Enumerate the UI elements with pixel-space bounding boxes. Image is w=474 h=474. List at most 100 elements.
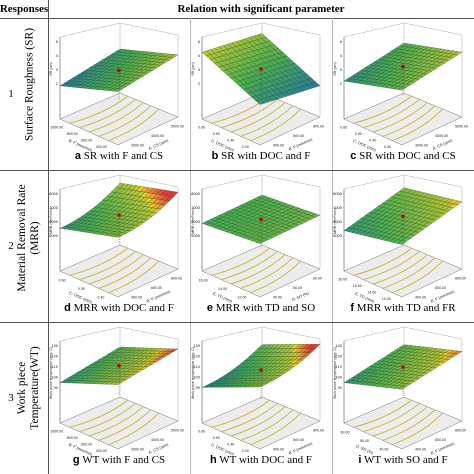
y-tick-label: 600.00 [435, 286, 446, 290]
caption-h: h WT with DOC and F [190, 454, 332, 466]
caption-letter: f [350, 302, 355, 314]
x-tick-label: 0.50 [78, 287, 85, 291]
contour-line [230, 254, 286, 285]
surface-facet [169, 54, 179, 58]
contour-line [250, 108, 301, 141]
z-axis-label: Work piece temperature (deg. C) [191, 347, 195, 399]
z-tick-label: 110 [336, 364, 343, 369]
z-tick-label: 4 [340, 53, 343, 58]
top-edge-line [59, 22, 121, 38]
contour-line [363, 251, 420, 281]
x-tick-label: 60.00 [341, 430, 350, 434]
y-tick-label: 5000.00 [455, 125, 468, 129]
z-axis-label: Work piece temperature (deg. C) [333, 347, 337, 399]
top-edge-line [403, 22, 463, 36]
caption-text: MRR with DOC and F [73, 302, 174, 314]
y-tick-label: 800.00 [171, 277, 182, 281]
z-axis-label: MRR (mm³/min) [333, 208, 337, 234]
x-tick-label: 0.30 [384, 145, 391, 149]
caption-letter: g [72, 454, 80, 466]
top-edge-line [261, 22, 321, 36]
z-tick-label: 8000 [333, 191, 343, 196]
caption-c: c SR with DOC and CS [332, 150, 474, 162]
contour-line [392, 108, 443, 141]
top-edge-line [343, 22, 405, 38]
caption-letter: b [211, 150, 219, 162]
contour-line [372, 102, 428, 133]
caption-g: g WT with F and CS [48, 454, 190, 466]
surface-facet [311, 344, 321, 349]
y-tick-label: 400.00 [273, 143, 284, 147]
column-divider [48, 0, 49, 474]
contour-line [240, 105, 294, 137]
z-tick-label: 5000 [333, 233, 343, 238]
contour-line [211, 399, 270, 428]
z-tick-label: 7000 [191, 205, 201, 210]
y-tick-label: 400.00 [131, 295, 142, 299]
contour-line [108, 260, 159, 293]
z-tick-label: 5000 [191, 233, 201, 238]
x-tick-label: 16.00 [199, 278, 208, 282]
z-axis-label: SR (µm) [49, 62, 53, 75]
caption-a: a SR with F and CS [48, 150, 190, 162]
z-tick-label: 7000 [333, 205, 343, 210]
caption-letter: c [350, 150, 357, 162]
x-tick-label: 12.00 [382, 297, 391, 301]
top-edge-line [201, 174, 263, 190]
z-tick-label: 4 [56, 53, 59, 58]
y-tick-label: 4000.00 [151, 438, 164, 442]
z-tick-label: 130 [335, 343, 342, 348]
contour-line [79, 403, 136, 433]
y-tick-label: 800.00 [455, 277, 466, 281]
contour-line [221, 403, 278, 433]
top-edge-line [59, 174, 121, 190]
row-number-2: 2 [8, 240, 14, 252]
top-edge-line [119, 174, 179, 188]
contour-line [88, 102, 144, 133]
contour-line [98, 105, 152, 137]
z-tick-label: 3 [56, 67, 59, 72]
z-tick-label: 5000 [49, 233, 59, 238]
x-tick-label: 0.30 [242, 449, 249, 453]
contour-line [69, 95, 128, 124]
x-tick-label: 800.00 [67, 436, 78, 440]
contour-line [221, 251, 278, 281]
x-tick-label: 50.00 [360, 439, 369, 443]
x-tick-label: 0.40 [227, 138, 234, 142]
top-edge-line [59, 326, 121, 342]
surface-facet [169, 191, 179, 197]
y-tick-label: 4000.00 [435, 134, 448, 138]
caption-text: WT with DOC and F [219, 454, 312, 466]
surface-facet [311, 213, 321, 218]
row-divider-2 [0, 322, 474, 323]
y-axis-label: D: SO (%) [291, 290, 310, 302]
y-tick-label: 800.00 [455, 429, 466, 433]
contour-line [108, 412, 159, 445]
caption-letter: d [64, 302, 71, 314]
x-tick-label: 0.30 [242, 145, 249, 149]
contour-line [69, 399, 128, 428]
y-axis-label: A: CS (rpm) [148, 137, 170, 150]
top-edge-line [261, 174, 321, 188]
surface-facet [311, 81, 321, 88]
y-tick-label: 800.00 [313, 125, 324, 129]
z-tick-label: 5 [198, 39, 201, 44]
y-tick-label: 40.00 [273, 295, 282, 299]
z-tick-label: 110 [194, 364, 201, 369]
x-tick-label: 400.00 [96, 449, 107, 453]
x-tick-label: 0.60 [59, 278, 66, 282]
top-edge-line [343, 174, 405, 190]
top-edge-line [201, 22, 263, 38]
row-divider-1 [0, 170, 474, 171]
z-tick-label: 100 [193, 375, 200, 380]
z-tick-label: 2 [340, 81, 343, 86]
relation-header: Relation with significant parameter [177, 3, 345, 15]
z-tick-label: 100 [51, 375, 58, 380]
x-tick-label: 600.00 [81, 138, 92, 142]
